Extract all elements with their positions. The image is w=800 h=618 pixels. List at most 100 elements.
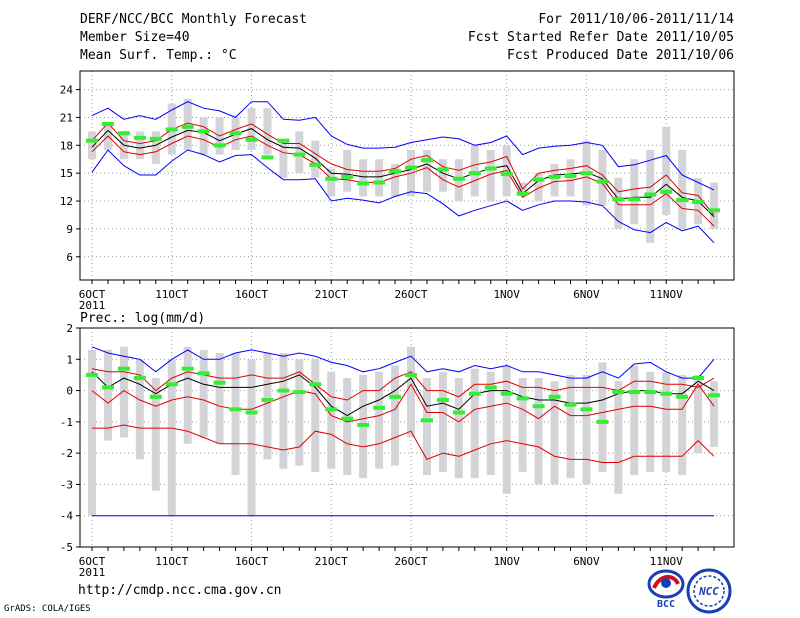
x-tick-label: 6OCT — [79, 555, 106, 568]
median-marker — [660, 189, 673, 194]
x-tick-label: 21OCT — [315, 288, 348, 301]
ensemble-box — [311, 359, 320, 472]
y-tick-label: 18 — [60, 139, 73, 152]
ensemble-box — [151, 378, 160, 491]
ensemble-box — [343, 378, 352, 476]
median-marker — [564, 173, 577, 178]
ensemble-box — [518, 378, 527, 472]
median-marker — [165, 382, 178, 387]
ensemble-box — [422, 378, 431, 476]
x-tick-label: 1NOV — [493, 555, 520, 568]
y-tick-label: -3 — [60, 478, 73, 491]
forecast-start-date: Fcst Started Refer Date 2011/10/05 — [467, 30, 734, 45]
ensemble-box — [103, 349, 112, 441]
median-marker — [261, 397, 274, 402]
series-max-line — [91, 101, 715, 191]
ensemble-box — [295, 131, 304, 174]
ensemble-box — [502, 365, 511, 494]
median-marker — [676, 198, 689, 203]
ensemble-box — [550, 381, 559, 485]
ensemble-box — [470, 145, 479, 197]
median-marker — [357, 422, 370, 427]
y-tick-label: 15 — [60, 167, 73, 180]
y-tick-label: 1 — [66, 353, 73, 366]
series-lower-line — [91, 135, 715, 227]
series-mean-line — [91, 371, 715, 417]
x-tick-label: 11OCT — [155, 555, 188, 568]
website-url[interactable]: http://cmdp.ncc.cma.gov.cn — [78, 583, 282, 598]
median-marker — [86, 372, 98, 377]
median-marker — [405, 165, 417, 170]
ensemble-box — [135, 359, 144, 460]
ensemble-box — [279, 353, 288, 469]
median-marker — [405, 372, 417, 377]
ensemble-box — [534, 173, 543, 202]
ensemble-box — [598, 149, 607, 206]
median-marker — [484, 166, 497, 171]
median-marker — [532, 177, 545, 182]
ensemble-box — [183, 98, 192, 150]
y-tick-label: 21 — [60, 111, 73, 124]
median-marker — [468, 171, 481, 176]
ensemble-box — [391, 163, 400, 197]
median-marker — [468, 391, 481, 396]
median-marker — [309, 382, 322, 387]
y-tick-label: 6 — [66, 251, 73, 264]
median-marker — [213, 380, 226, 385]
y-tick-label: -5 — [60, 541, 73, 554]
ensemble-box — [88, 349, 96, 516]
y-tick-label: -4 — [60, 510, 74, 523]
x-tick-label: 6OCT — [79, 288, 106, 301]
median-marker — [261, 155, 274, 160]
median-marker — [644, 192, 657, 197]
ensemble-box — [566, 374, 575, 479]
bcc-logo-text: BCC — [657, 599, 675, 610]
median-marker — [580, 407, 593, 412]
median-marker — [149, 136, 162, 141]
x-year-label: 2011 — [79, 566, 106, 579]
y-tick-label: 24 — [60, 84, 74, 97]
grads-credit: GrADS: COLA/IGES — [4, 604, 91, 614]
ensemble-box — [534, 378, 543, 485]
median-marker — [213, 143, 226, 148]
ensemble-box — [598, 362, 607, 472]
ensemble-box — [263, 108, 272, 155]
ensemble-box — [694, 374, 703, 454]
x-tick-label: 16OCT — [235, 555, 268, 568]
median-marker — [181, 124, 194, 129]
ensemble-box — [279, 140, 288, 178]
forecast-period: For 2011/10/06-2011/11/14 — [538, 12, 734, 27]
median-marker — [676, 394, 689, 399]
median-marker — [293, 390, 306, 395]
median-marker — [612, 197, 625, 202]
ensemble-box — [295, 359, 304, 466]
median-marker — [165, 127, 178, 132]
ensemble-box — [407, 346, 415, 438]
ensemble-box — [710, 381, 719, 447]
ensemble-box — [470, 368, 479, 479]
y-tick-label: 0 — [66, 385, 73, 398]
ensemble-box — [391, 365, 400, 466]
forecast-produced-date: Fcst Produced Date 2011/10/06 — [507, 48, 734, 63]
ensemble-box — [614, 177, 623, 229]
median-marker — [245, 410, 258, 415]
y-tick-label: 9 — [66, 223, 73, 236]
ensemble-box — [311, 140, 320, 178]
plot-frame — [79, 70, 735, 281]
figure-title: DERF/NCC/BCC Monthly Forecast — [80, 12, 307, 27]
ensemble-box — [263, 353, 272, 460]
median-marker — [500, 391, 513, 396]
median-marker — [373, 180, 386, 185]
ensemble-box — [486, 371, 495, 476]
ensemble-box — [327, 168, 336, 197]
x-tick-label: 1NOV — [493, 288, 520, 301]
median-marker — [596, 419, 609, 424]
median-marker — [548, 394, 561, 399]
x-tick-label: 26OCT — [394, 288, 427, 301]
ensemble-box — [678, 374, 687, 476]
median-marker — [389, 394, 402, 399]
x-tick-label: 6NOV — [573, 288, 600, 301]
ensemble-box — [135, 131, 144, 160]
ensemble-box — [678, 149, 687, 229]
